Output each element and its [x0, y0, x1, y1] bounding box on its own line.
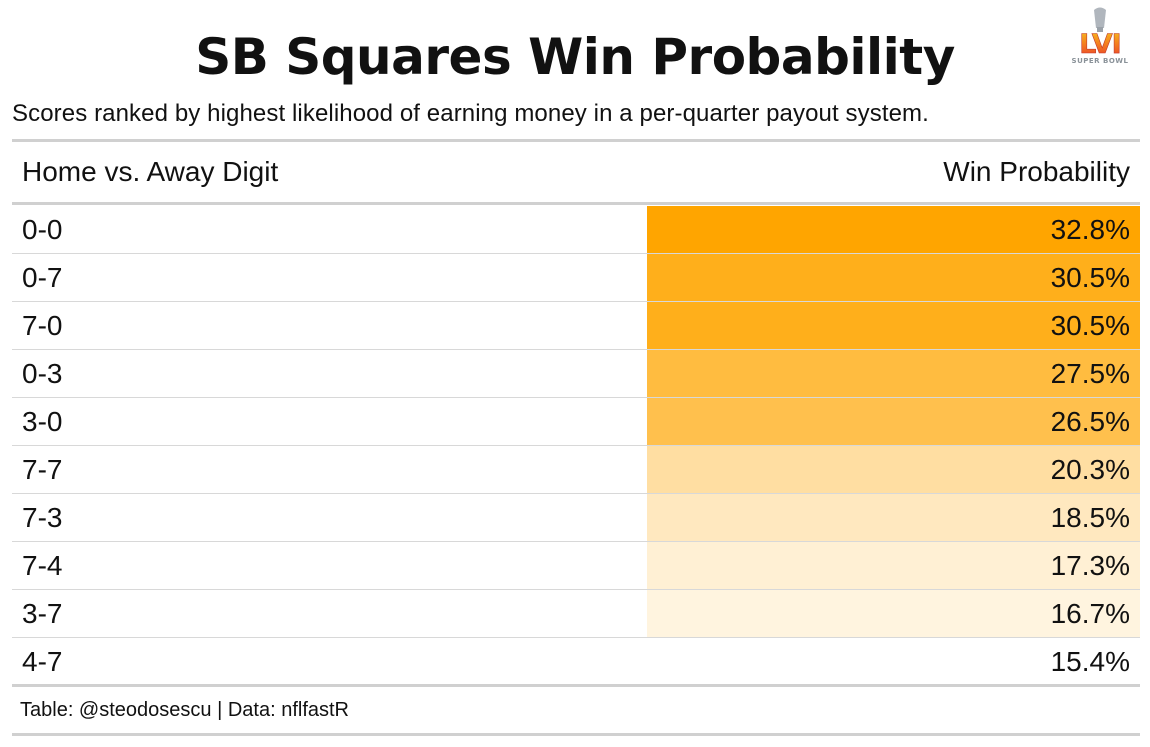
logo-lvi-text: LVI — [1079, 29, 1120, 60]
score-label: 4-7 — [22, 646, 63, 677]
table-body: 0-0 32.8% 0-7 30.5% 7-0 30.5% 0-3 27.5% 3-0 26.5%… — [12, 206, 1140, 686]
table-row: 7-4 17.3% — [12, 542, 1140, 590]
probability-cell-fill — [647, 590, 1140, 637]
source-note: Table: @steodosescu | Data: nflfastR — [20, 699, 349, 721]
footer-rule — [12, 733, 1140, 736]
logo-caption-text: SUPER BOWL — [1072, 57, 1129, 65]
table-header: Home vs. Away Digit Win Probability — [12, 145, 1140, 203]
header-rule — [12, 202, 1140, 205]
probability-label: 17.3% — [1050, 550, 1130, 581]
chart-subtitle: Scores ranked by highest likelihood of e… — [12, 100, 929, 127]
probability-label: 15.4% — [1050, 646, 1130, 677]
table-row: 0-3 27.5% — [12, 350, 1140, 398]
table-row: 7-3 18.5% — [12, 494, 1140, 542]
score-label: 7-0 — [22, 310, 63, 341]
probability-cell-fill — [647, 350, 1140, 397]
probability-cell-fill — [647, 302, 1140, 349]
probability-label: 30.5% — [1050, 310, 1130, 341]
probability-label: 16.7% — [1050, 598, 1130, 629]
table-row: 0-7 30.5% — [12, 254, 1140, 302]
chart-title: SB Squares Win Probability — [195, 28, 955, 86]
probability-cell-fill — [647, 542, 1140, 589]
probability-cell-fill — [647, 254, 1140, 301]
probability-label: 27.5% — [1050, 358, 1130, 389]
top-rule — [12, 139, 1140, 142]
super-bowl-lvi-logo-icon: LVI SUPER BOWL — [1072, 7, 1129, 65]
probability-cell-fill — [647, 206, 1140, 253]
score-label: 3-7 — [22, 598, 63, 629]
column-header-probability: Win Probability — [943, 156, 1130, 187]
probability-cell-fill — [647, 446, 1140, 493]
table-row: 7-0 30.5% — [12, 302, 1140, 350]
probability-cell-fill — [647, 398, 1140, 445]
table-row: 0-0 32.8% — [12, 206, 1140, 254]
score-label: 0-0 — [22, 214, 63, 245]
table-row: 3-0 26.5% — [12, 398, 1140, 446]
score-label: 0-7 — [22, 262, 63, 293]
table-row: 4-7 15.4% — [12, 638, 1140, 686]
probability-cell-fill — [647, 638, 1140, 685]
super-bowl-logo: LVI SUPER BOWL — [1062, 6, 1138, 68]
bottom-rule — [12, 684, 1140, 687]
score-label: 7-4 — [22, 550, 63, 581]
table-row: 7-7 20.3% — [12, 446, 1140, 494]
table-row: 3-7 16.7% — [12, 590, 1140, 638]
score-label: 0-3 — [22, 358, 63, 389]
probability-cell-fill — [647, 494, 1140, 541]
score-label: 7-3 — [22, 502, 63, 533]
probability-label: 32.8% — [1050, 214, 1130, 245]
score-label: 7-7 — [22, 454, 63, 485]
probability-label: 20.3% — [1050, 454, 1130, 485]
score-label: 3-0 — [22, 406, 63, 437]
probability-label: 30.5% — [1050, 262, 1130, 293]
probability-label: 26.5% — [1050, 406, 1130, 437]
probability-label: 18.5% — [1050, 502, 1130, 533]
column-header-score: Home vs. Away Digit — [22, 156, 279, 187]
